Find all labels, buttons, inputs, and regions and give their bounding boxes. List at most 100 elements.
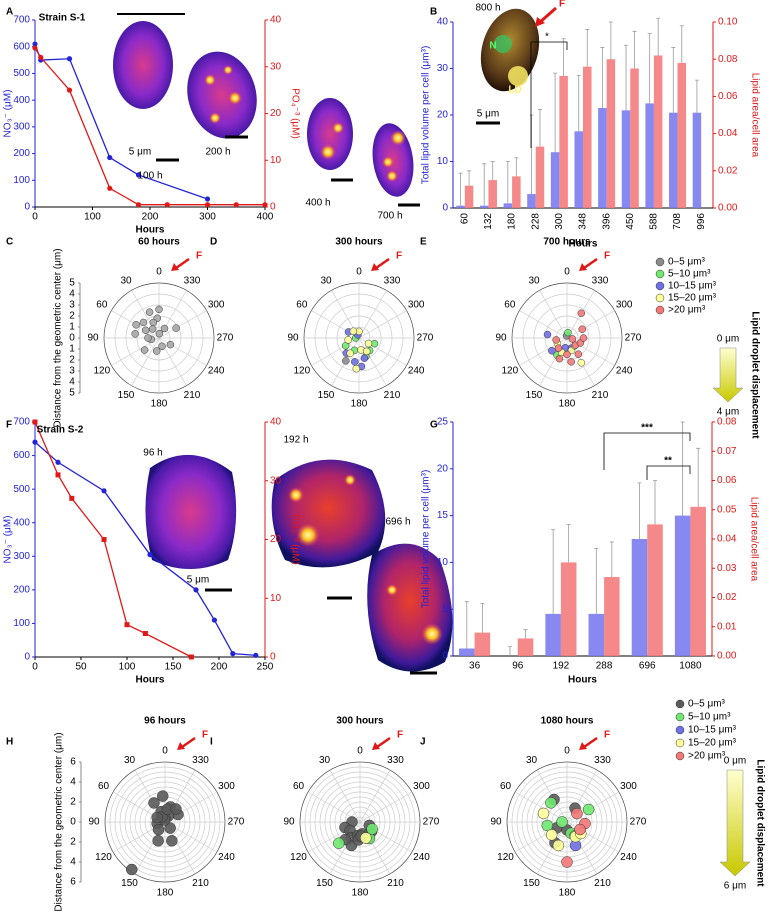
x-axis-title: Hours xyxy=(568,675,597,686)
flagellum-arrow-head xyxy=(171,263,179,271)
polar-title: 1080 hours xyxy=(541,716,594,727)
angle-label: 0 xyxy=(156,267,162,278)
angle-label: 120 xyxy=(290,852,307,863)
droplet-point xyxy=(155,305,163,314)
angle-grid xyxy=(311,337,360,366)
bar xyxy=(488,180,497,208)
point xyxy=(55,459,61,465)
significance-bracket xyxy=(646,465,691,480)
droplet xyxy=(508,66,528,86)
x-tick-label: 400 xyxy=(257,212,274,223)
bar xyxy=(606,59,616,209)
y2-tick-label: 0.08 xyxy=(717,417,737,428)
panel-letter: F xyxy=(6,420,12,431)
r-tick-label: 5 xyxy=(69,388,75,399)
panel-letter: J xyxy=(420,737,426,748)
bar xyxy=(459,648,475,656)
error-bar xyxy=(600,47,605,109)
angle-label: 270 xyxy=(417,333,434,344)
panel-letter: B xyxy=(430,7,437,18)
droplet-point xyxy=(564,328,572,337)
bar xyxy=(517,638,534,656)
angle-label: 0 xyxy=(357,746,363,757)
y2-tick-label: 0.04 xyxy=(718,128,738,139)
droplet xyxy=(288,487,304,503)
error-bar xyxy=(480,602,485,633)
point xyxy=(204,196,211,202)
point xyxy=(32,419,38,425)
droplet-point xyxy=(543,330,552,339)
displacement-arrow xyxy=(719,769,751,877)
droplet-point xyxy=(170,803,182,815)
annotation: N xyxy=(489,41,496,52)
y-tick-label: 300 xyxy=(13,121,30,132)
bar xyxy=(647,524,663,656)
angle-grid xyxy=(158,337,207,366)
error-bar xyxy=(624,44,629,111)
legend-marker xyxy=(675,751,685,761)
point xyxy=(32,41,38,47)
y2-tick-label: 40 xyxy=(270,417,282,428)
angle-grid xyxy=(514,791,568,823)
y2-tick-label: 0.07 xyxy=(717,446,737,457)
legend-label: 5–10 μm³ xyxy=(668,269,711,280)
point xyxy=(107,185,113,191)
angle-label: 60 xyxy=(504,300,516,311)
droplet xyxy=(204,74,216,86)
point xyxy=(69,495,75,501)
r-tick-label: 6 xyxy=(70,877,76,888)
droplet-point xyxy=(149,318,158,327)
bar xyxy=(560,562,577,656)
flagellum-arrow xyxy=(175,257,190,270)
r-tick-label: 1 xyxy=(69,322,75,333)
angle-label: 300 xyxy=(408,300,425,311)
angle-label: 240 xyxy=(408,366,425,377)
bar xyxy=(621,110,631,208)
polar-title: 300 hours xyxy=(335,237,383,248)
angle-label: 270 xyxy=(630,817,647,828)
flagellum-arrow xyxy=(583,257,598,270)
legend-label: 0–5 μm³ xyxy=(688,699,726,710)
droplet-point xyxy=(152,347,161,355)
panel-letter: H xyxy=(6,737,13,748)
y-tick-label: 0 xyxy=(442,203,448,214)
angle-label: 90 xyxy=(287,333,299,344)
r-tick-label: 1 xyxy=(69,344,75,355)
angle-label: 30 xyxy=(120,275,132,286)
error-bar xyxy=(647,33,652,104)
angle-label: 330 xyxy=(384,275,401,286)
bar xyxy=(574,131,583,208)
droplet-point xyxy=(577,309,586,317)
flagellum-arrow-head xyxy=(177,742,185,750)
droplet-point xyxy=(366,823,378,835)
strain-label: Strain S-1 xyxy=(39,13,86,24)
r-tick-label: 2 xyxy=(69,311,75,322)
flagellum-arrow-head xyxy=(371,263,379,271)
y-axis-title: Total lipid volume per cell (μm³) xyxy=(421,470,432,609)
cell-image xyxy=(187,51,257,139)
angle-label: 180 xyxy=(559,888,576,899)
flagellum-arrow-head xyxy=(579,263,587,271)
y2-axis-title: Lipid area/cell area xyxy=(749,73,760,158)
droplet-point xyxy=(342,357,350,365)
angle-label: 210 xyxy=(594,878,611,889)
angle-label: 0 xyxy=(564,746,570,757)
droplet-point xyxy=(139,318,148,327)
flagellum-label: F xyxy=(397,730,403,741)
annotation: 700 h xyxy=(377,211,402,222)
droplet-point xyxy=(164,822,176,834)
legend-marker xyxy=(675,738,685,748)
legend-marker xyxy=(675,699,685,709)
x-tick-label: 100 xyxy=(119,662,136,673)
y2-tick-label: 20 xyxy=(270,534,282,545)
angle-label: 180 xyxy=(151,399,168,410)
angle-label: 60 xyxy=(296,300,308,311)
bar xyxy=(559,75,568,208)
x-tick-label: 300 xyxy=(554,213,565,230)
angle-grid xyxy=(359,791,413,823)
r-tick-label: 0 xyxy=(69,333,75,344)
droplet-point xyxy=(145,308,154,316)
droplet xyxy=(421,623,443,645)
error-bar xyxy=(653,480,658,525)
angle-label: 330 xyxy=(192,755,209,766)
